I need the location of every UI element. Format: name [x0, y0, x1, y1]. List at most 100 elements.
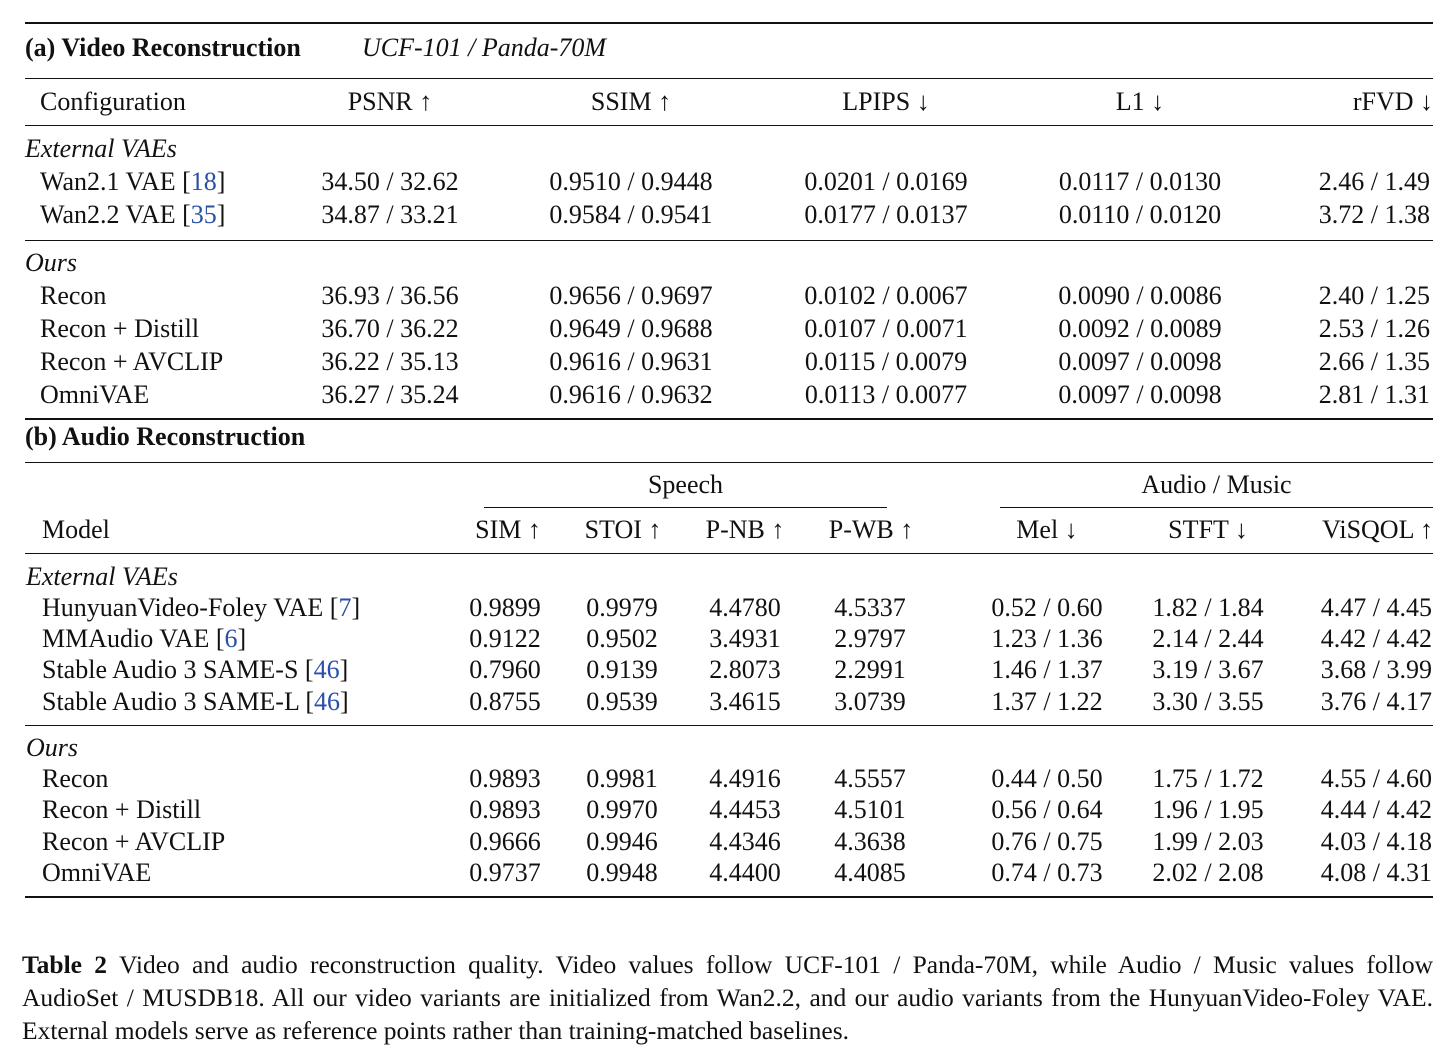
table-cell: 3.4931 [709, 624, 781, 653]
table-cell: 0.0110 / 0.0120 [1058, 200, 1222, 229]
table-cell: 4.4400 [709, 858, 781, 887]
audio-group-label-external: External VAEs [26, 562, 178, 591]
audio-section-title: (b) Audio Reconstruction [25, 422, 306, 451]
table-cell: 1.46 / 1.37 [991, 655, 1103, 684]
table-cell: 3.30 / 3.55 [1152, 687, 1264, 716]
table-cell: 3.72 / 1.38 [1318, 200, 1430, 229]
table-cell: 2.46 / 1.49 [1318, 167, 1430, 196]
speech-cmidrule [484, 507, 887, 509]
video-col-header-ssim: SSIM ↑ [590, 87, 672, 116]
table-cell: 0.9122 [469, 624, 541, 653]
table-cell: 0.8755 [469, 687, 541, 716]
table-caption: Table 2 Video and audio reconstruction qu… [22, 948, 1433, 1047]
table-cell: 0.76 / 0.75 [991, 827, 1103, 856]
table-cell: 2.14 / 2.44 [1152, 624, 1264, 653]
table-cell: 0.9649 / 0.9688 [549, 314, 713, 343]
video-top-rule [25, 22, 1433, 25]
table-cell: 0.0107 / 0.0071 [804, 314, 968, 343]
table-cell: 4.4780 [709, 593, 781, 622]
table-cell: 4.4085 [834, 858, 906, 887]
audio-col-header-stft: STFT ↓ [1168, 515, 1248, 544]
table-cell: 0.52 / 0.60 [991, 593, 1103, 622]
table-cell: 1.75 / 1.72 [1152, 764, 1264, 793]
table-cell: 4.42 / 4.42 [1320, 624, 1432, 653]
table-cell: 1.23 / 1.36 [991, 624, 1103, 653]
table-cell: 2.81 / 1.31 [1318, 380, 1430, 409]
table-cell: 0.9510 / 0.9448 [549, 167, 713, 196]
table-cell: 0.9948 [586, 858, 658, 887]
table-cell: 36.70 / 36.22 [321, 314, 459, 343]
video-group-label-external: External VAEs [25, 134, 177, 163]
table-cell: 0.9656 / 0.9697 [549, 281, 713, 310]
table-cell: 0.0092 / 0.0089 [1058, 314, 1222, 343]
row-label: Recon + AVCLIP [40, 347, 224, 376]
table-cell: 0.9616 / 0.9631 [549, 347, 713, 376]
audio-group-divider [25, 725, 1433, 727]
table-cell: 0.9539 [586, 687, 658, 716]
table-cell: 4.3638 [834, 827, 906, 856]
table-cell: 0.0117 / 0.0130 [1058, 167, 1222, 196]
row-label: Wan2.1 VAE [18] [40, 167, 226, 196]
table-cell: 0.74 / 0.73 [991, 858, 1103, 887]
table-cell: 0.9946 [586, 827, 658, 856]
table-cell: 0.9666 [469, 827, 541, 856]
row-label: Recon [42, 764, 109, 793]
table-cell: 36.27 / 35.24 [321, 380, 459, 409]
table-cell: 2.9797 [834, 624, 906, 653]
video-header-bottom-rule [25, 125, 1433, 127]
row-label: HunyuanVideo-Foley VAE [7] [42, 593, 361, 622]
table-cell: 4.5557 [834, 764, 906, 793]
table-cell: 0.9502 [586, 624, 658, 653]
video-section-title: (a) Video Reconstruction [25, 33, 301, 62]
table-cell: 0.0177 / 0.0137 [804, 200, 968, 229]
table-cell: 0.0201 / 0.0169 [804, 167, 968, 196]
table-cell: 4.08 / 4.31 [1320, 858, 1432, 887]
row-label: Stable Audio 3 SAME-L [46] [42, 687, 349, 716]
audio-col-header-pnb: P-NB ↑ [705, 515, 785, 544]
table-cell: 4.5101 [834, 795, 906, 824]
table-cell: 0.0097 / 0.0098 [1058, 347, 1222, 376]
table-cell: 4.4916 [709, 764, 781, 793]
table-cell: 3.4615 [709, 687, 781, 716]
citation-link[interactable]: 7 [338, 593, 352, 622]
table-cell: 0.9970 [586, 795, 658, 824]
table-cell: 0.0113 / 0.0077 [804, 380, 968, 409]
audio-col-header-visqol: ViSQOL ↑ [1322, 515, 1433, 544]
video-group-label-ours: Ours [25, 248, 78, 277]
citation-link[interactable]: 46 [313, 655, 340, 684]
table-cell: 4.44 / 4.42 [1320, 795, 1432, 824]
video-group-divider [25, 240, 1433, 242]
table-cell: 0.0097 / 0.0098 [1058, 380, 1222, 409]
audio-col-header-stoi: STOI ↑ [584, 515, 662, 544]
table-cell: 0.9893 [469, 795, 541, 824]
audio-group-label-ours: Ours [26, 733, 79, 762]
video-col-header-psnr: PSNR ↑ [347, 87, 433, 116]
citation-link[interactable]: 46 [314, 687, 341, 716]
table-cell: 4.47 / 4.45 [1320, 593, 1432, 622]
table-cell: 2.40 / 1.25 [1318, 281, 1430, 310]
table-cell: 34.87 / 33.21 [321, 200, 459, 229]
audio-col-header-mel: Mel ↓ [1016, 515, 1078, 544]
citation-link[interactable]: 6 [224, 624, 238, 653]
table-cell: 4.4346 [709, 827, 781, 856]
table-cell: 0.9979 [586, 593, 658, 622]
row-label: Stable Audio 3 SAME-S [46] [42, 655, 349, 684]
row-label: Recon + Distill [40, 314, 200, 343]
video-col-header-l1: L1 ↓ [1115, 87, 1165, 116]
row-label: OmniVAE [42, 858, 152, 887]
table-cell: 2.02 / 2.08 [1152, 858, 1264, 887]
table-cell: 0.0102 / 0.0067 [804, 281, 968, 310]
table-cell: 0.9139 [586, 655, 658, 684]
audio-col-header-sim: SIM ↑ [475, 515, 541, 544]
table-cell: 3.76 / 4.17 [1320, 687, 1432, 716]
audio-header-bottom-rule [25, 553, 1433, 555]
audio-col-header-pwb: P-WB ↑ [828, 515, 914, 544]
citation-link[interactable]: 18 [190, 167, 217, 196]
table-cell: 1.96 / 1.95 [1152, 795, 1264, 824]
table-cell: 34.50 / 32.62 [321, 167, 459, 196]
table-cell: 4.03 / 4.18 [1320, 827, 1432, 856]
table-cell: 2.66 / 1.35 [1318, 347, 1430, 376]
citation-link[interactable]: 35 [190, 200, 217, 229]
table-cell: 3.68 / 3.99 [1320, 655, 1432, 684]
video-col-header-lpips: LPIPS ↓ [842, 87, 930, 116]
